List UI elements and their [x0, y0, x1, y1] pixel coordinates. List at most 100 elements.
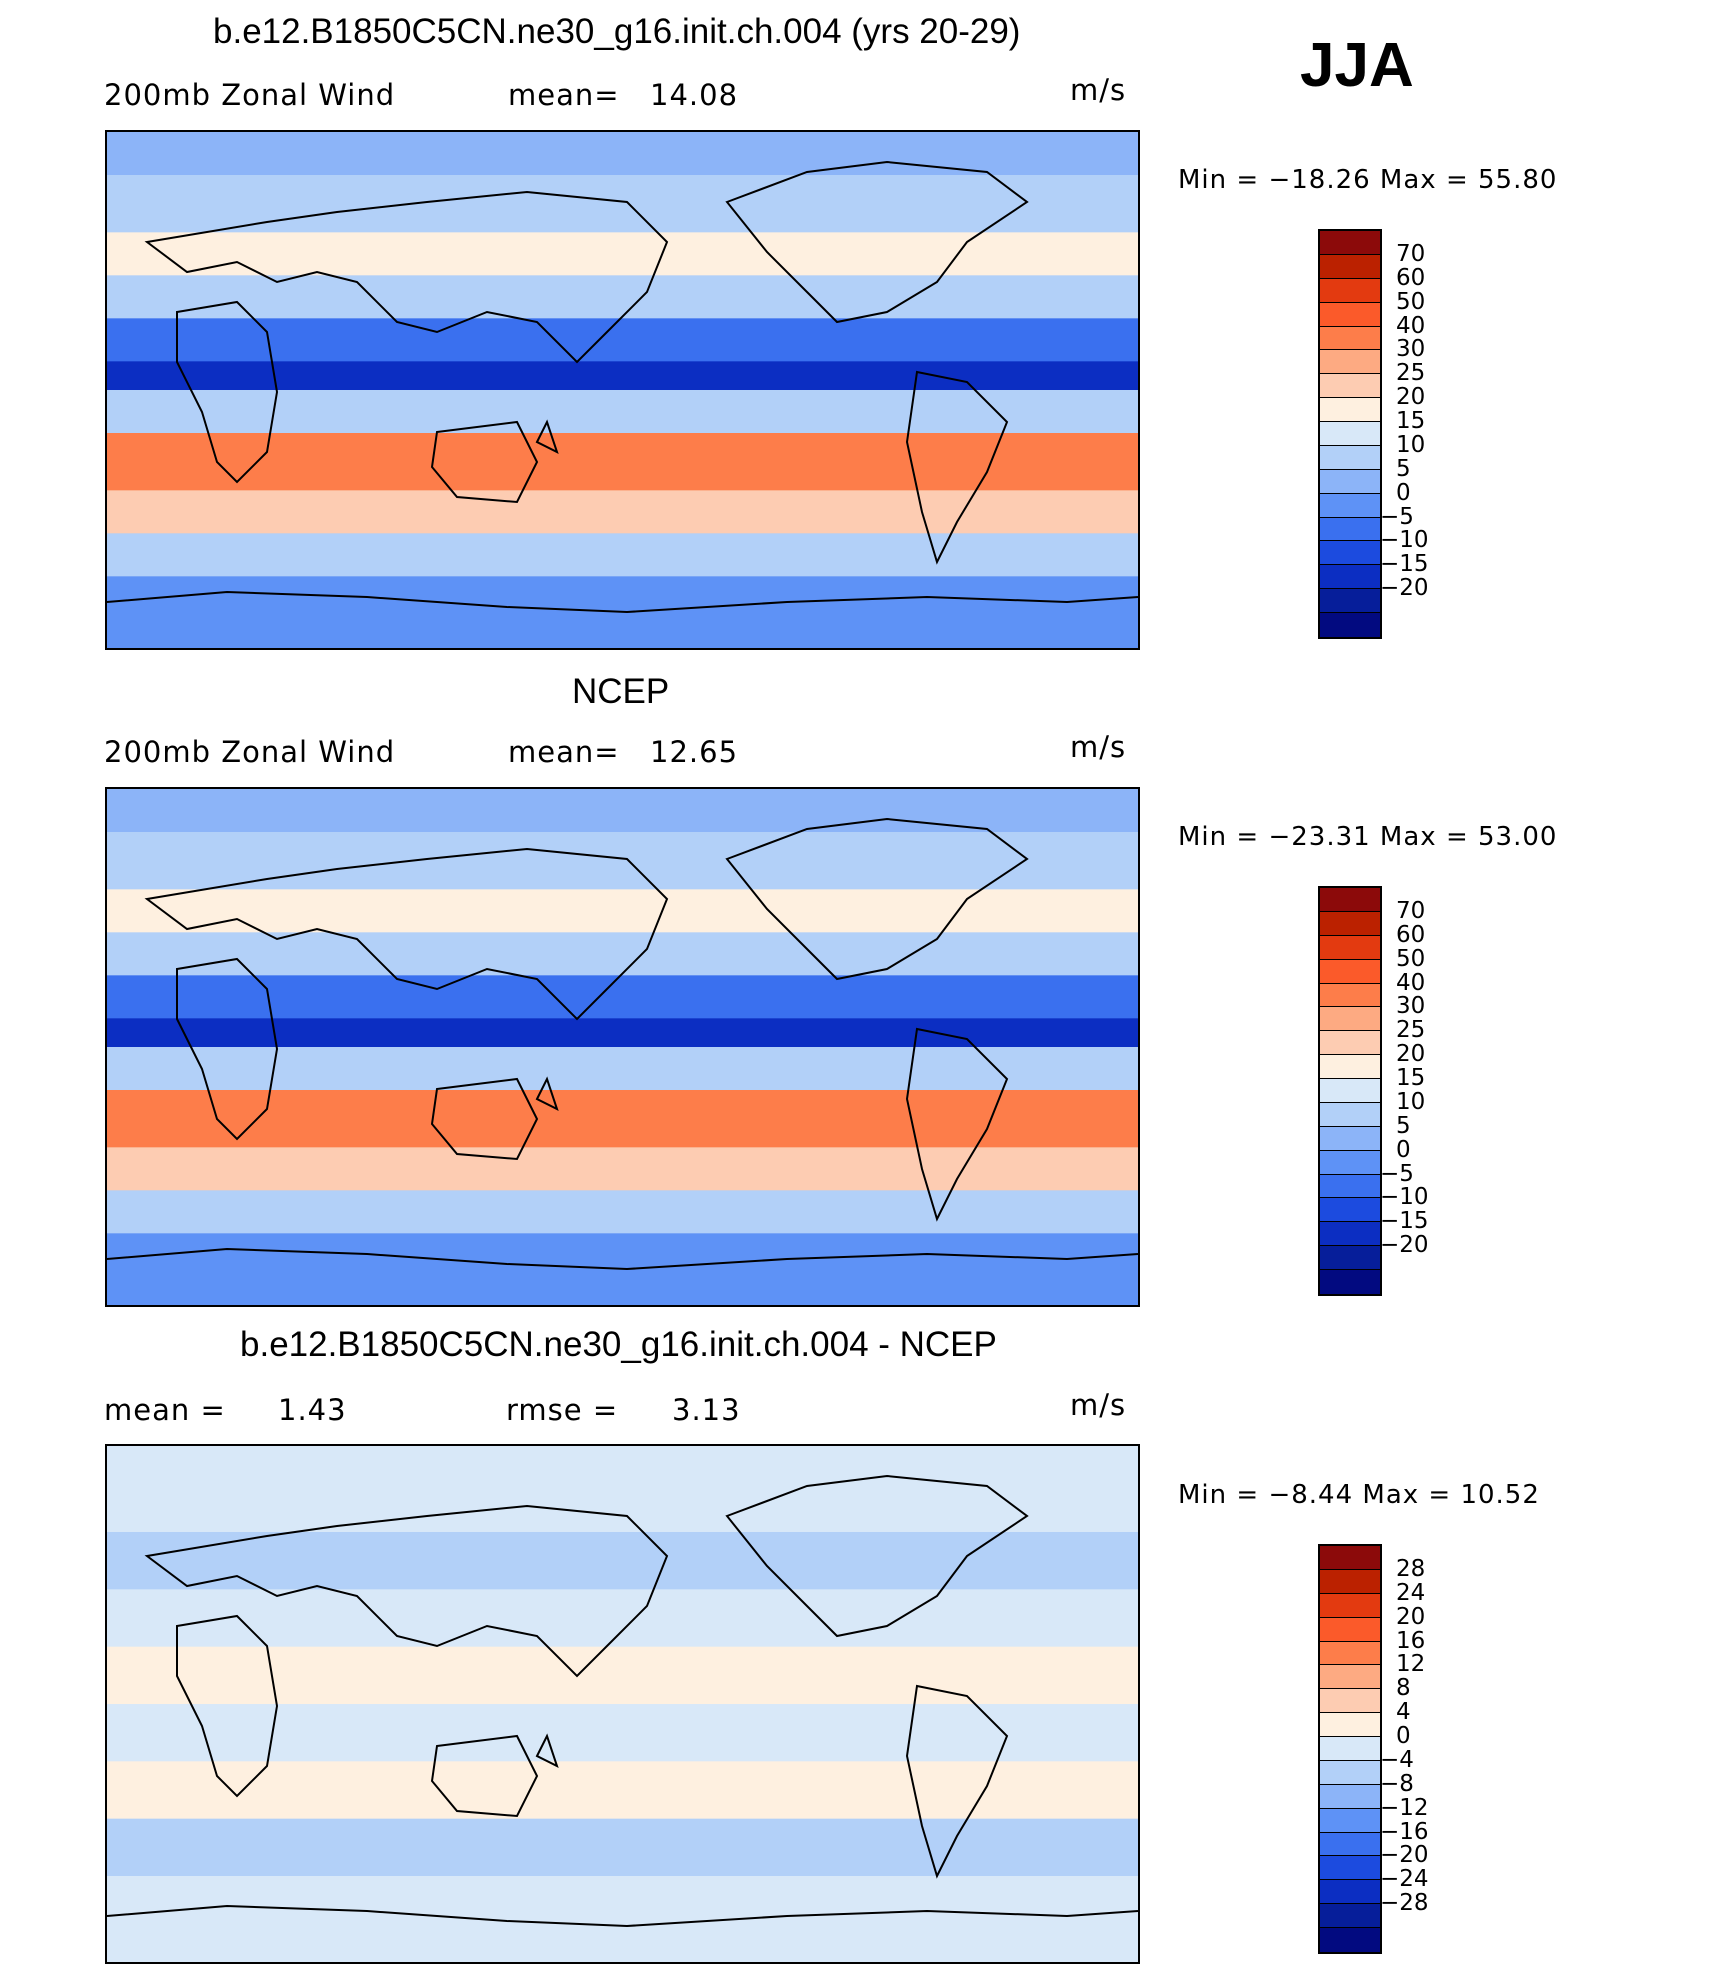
colorbar-tick-label: 5 — [1396, 455, 1411, 482]
wind-band — [107, 1446, 1138, 1533]
wind-band — [107, 1761, 1138, 1820]
colorbar-swatch — [1320, 493, 1380, 518]
colorbar-swatch — [1320, 983, 1380, 1008]
colorbar-swatch — [1320, 517, 1380, 542]
colorbar-tick-label: −28 — [1380, 1890, 1429, 1917]
coastline — [144, 190, 669, 364]
colorbar-tick-label: 16 — [1396, 1627, 1426, 1654]
colorbar-tick-label: −24 — [1380, 1866, 1429, 1893]
colorbar-swatch — [1320, 254, 1380, 279]
colorbar-tick-label: 5 — [1396, 1112, 1411, 1139]
colorbar-swatch — [1320, 1808, 1380, 1833]
wind-band — [107, 789, 1138, 833]
wind-band — [107, 1018, 1138, 1048]
coastline — [725, 1474, 1029, 1638]
colorbar-swatch — [1320, 1546, 1380, 1570]
wind-band — [107, 1090, 1138, 1148]
colorbar-tick-label: 0 — [1396, 1136, 1411, 1163]
colorbar-swatch — [1320, 1102, 1380, 1127]
colorbar-tick-label: 25 — [1396, 1017, 1426, 1044]
coastline — [535, 1076, 559, 1111]
colorbar-tick-label: 4 — [1396, 1699, 1411, 1726]
colorbar-tick-label: 70 — [1396, 240, 1426, 267]
colorbar-tick-label: 10 — [1396, 431, 1426, 458]
colorbar-swatch — [1320, 911, 1380, 936]
colorbar-tick-label: −20 — [1380, 575, 1429, 602]
colorbar — [1318, 1544, 1382, 1954]
colorbar-tick-label: 12 — [1396, 1651, 1426, 1678]
wind-band — [107, 1589, 1138, 1648]
colorbar-swatch — [1320, 422, 1380, 446]
wind-band — [107, 1818, 1138, 1877]
coastline — [144, 847, 669, 1021]
colorbar-tick-label: 10 — [1396, 1088, 1426, 1115]
rmse-label: rmse = — [506, 1393, 619, 1427]
colorbar-tick-label: 30 — [1396, 993, 1426, 1020]
colorbar-swatch — [1320, 1880, 1380, 1905]
colorbar-tick-label: −12 — [1380, 1794, 1429, 1821]
wind-band — [107, 1532, 1138, 1590]
coastline — [144, 1504, 669, 1678]
colorbar — [1318, 229, 1382, 639]
wind-band — [107, 889, 1138, 933]
colorbar-tick-label: −5 — [1380, 1160, 1414, 1187]
variable-label: 200mb Zonal Wind — [104, 735, 396, 769]
colorbar-swatch — [1320, 1617, 1380, 1642]
coastline — [107, 1904, 1138, 1928]
colorbar-swatch — [1320, 1665, 1380, 1690]
colorbar-tick-label: 28 — [1396, 1555, 1426, 1582]
colorbar-tick-label: 60 — [1396, 264, 1426, 291]
colorbar-tick-label: 8 — [1396, 1675, 1411, 1702]
wind-band — [107, 932, 1138, 976]
colorbar-tick-label: 15 — [1396, 1065, 1426, 1092]
colorbar-tick-label: 24 — [1396, 1579, 1426, 1606]
units-label: m/s — [1070, 730, 1127, 764]
map-svg — [107, 1446, 1138, 1962]
mean-label: mean= — [508, 735, 620, 769]
wind-band — [107, 1876, 1138, 1962]
wind-band — [107, 1190, 1138, 1234]
colorbar-swatch — [1320, 1031, 1380, 1056]
coastline — [905, 1684, 1009, 1879]
colorbar-swatch — [1320, 1737, 1380, 1761]
colorbar-swatch — [1320, 1198, 1380, 1223]
colorbar-swatch — [1320, 374, 1380, 399]
wind-band — [107, 175, 1138, 233]
panel-title: b.e12.B1850C5CN.ne30_g16.init.ch.004 - N… — [240, 1325, 997, 1364]
colorbar-tick-label: −8 — [1380, 1770, 1414, 1797]
wind-band — [107, 361, 1138, 391]
coastline — [535, 419, 559, 454]
coastline — [535, 1733, 559, 1768]
colorbar-tick-label: −4 — [1380, 1746, 1414, 1773]
wind-band — [107, 490, 1138, 534]
colorbar-tick-label: −20 — [1380, 1232, 1429, 1259]
colorbar-tick-label: −15 — [1380, 1208, 1429, 1235]
coastline — [176, 957, 279, 1141]
colorbar-tick-label: 0 — [1396, 1723, 1411, 1750]
panel-title: b.e12.B1850C5CN.ne30_g16.init.ch.004 (yr… — [213, 12, 1021, 51]
wind-band — [107, 975, 1138, 1019]
coastline — [430, 1734, 539, 1818]
colorbar-tick-label: −5 — [1380, 503, 1414, 530]
colorbar-swatch — [1320, 1270, 1380, 1294]
colorbar-tick-label: 60 — [1396, 921, 1426, 948]
colorbar-swatch — [1320, 1832, 1380, 1857]
colorbar-swatch — [1320, 1904, 1380, 1928]
colorbar-swatch — [1320, 445, 1380, 470]
mean-value: 14.08 — [650, 78, 739, 112]
colorbar-swatch — [1320, 541, 1380, 566]
colorbar-swatch — [1320, 1641, 1380, 1666]
map-svg — [107, 789, 1138, 1305]
wind-band — [107, 1646, 1138, 1705]
colorbar-tick-label: 50 — [1396, 288, 1426, 315]
colorbar-swatch — [1320, 1713, 1380, 1737]
wind-band — [107, 433, 1138, 491]
colorbar-tick-label: 0 — [1396, 479, 1411, 506]
coastline — [107, 1247, 1138, 1271]
colorbar-tick-label: 15 — [1396, 408, 1426, 435]
colorbar-swatch — [1320, 278, 1380, 303]
colorbar-swatch — [1320, 1126, 1380, 1151]
colorbar-tick-label: 20 — [1396, 1041, 1426, 1068]
colorbar-swatch — [1320, 469, 1380, 494]
wind-band — [107, 1704, 1138, 1762]
